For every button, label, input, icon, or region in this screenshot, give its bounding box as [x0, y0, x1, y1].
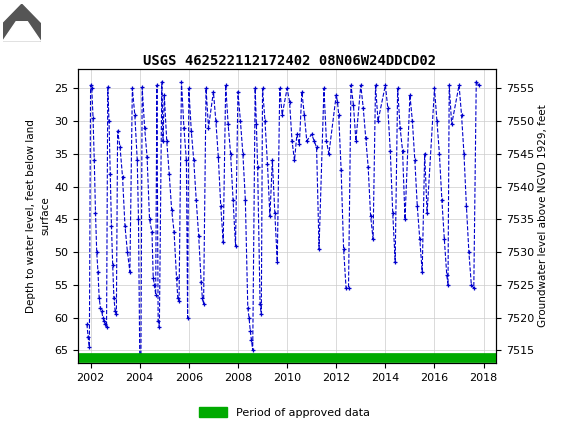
Y-axis label: Depth to water level, feet below land
surface: Depth to water level, feet below land su…: [26, 119, 50, 313]
Text: USGS: USGS: [49, 14, 104, 31]
Text: USGS 462522112172402 08N06W24DDCD02: USGS 462522112172402 08N06W24DDCD02: [143, 54, 437, 68]
Polygon shape: [3, 22, 41, 41]
Polygon shape: [3, 4, 41, 41]
Y-axis label: Groundwater level above NGVD 1929, feet: Groundwater level above NGVD 1929, feet: [538, 104, 548, 328]
FancyBboxPatch shape: [3, 6, 40, 41]
Legend: Period of approved data: Period of approved data: [194, 403, 374, 422]
